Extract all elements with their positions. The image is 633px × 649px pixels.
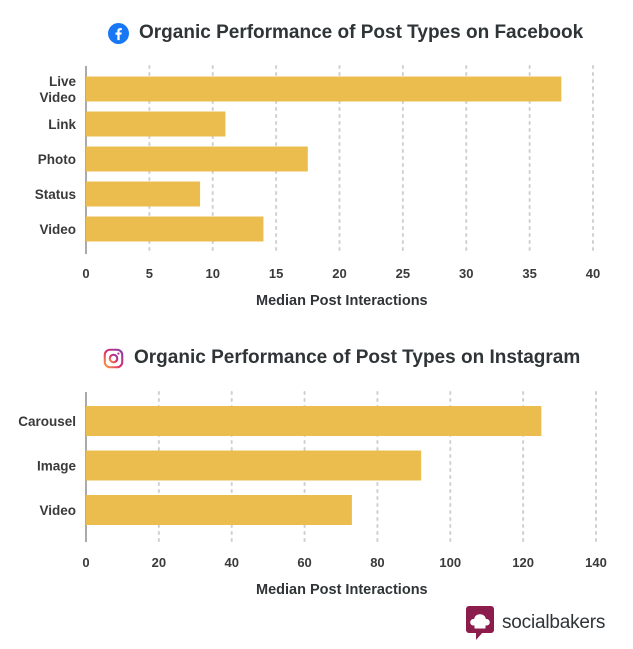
x-tick-label: 0	[82, 266, 89, 281]
x-tick-label: 10	[206, 266, 220, 281]
x-tick-label: 60	[297, 555, 311, 570]
x-tick-label: 100	[439, 555, 461, 570]
category-label: Carousel	[18, 414, 76, 429]
bar	[86, 181, 201, 207]
x-tick-label: 40	[586, 266, 600, 281]
instagram-chart: Organic Performance of Post Types on Ins…	[18, 347, 607, 598]
x-tick-label: 30	[459, 266, 473, 281]
instagram-icon	[103, 348, 124, 368]
chart-title: Organic Performance of Post Types on Fac…	[108, 22, 583, 44]
bar	[86, 111, 226, 137]
bar	[86, 146, 308, 172]
category-label: Status	[35, 187, 76, 202]
facebook-chart: Organic Performance of Post Types on Fac…	[0, 0, 633, 320]
x-axis-title: Median Post Interactions	[256, 293, 428, 309]
chart-title-text: Organic Performance of Post Types on Fac…	[139, 22, 584, 43]
brand-logo: socialbakers	[466, 606, 605, 640]
plot-area: Live Video Link Photo Status Video 0 5 10 15 20 25 3…	[35, 65, 600, 281]
x-axis-title: Median Post Interactions	[256, 582, 428, 598]
chart-title: Organic Performance of Post Types on Ins…	[103, 347, 580, 369]
bar	[86, 450, 422, 481]
x-tick-label: 20	[152, 555, 166, 570]
x-tick-label: 80	[370, 555, 384, 570]
x-tick-label: 35	[522, 266, 536, 281]
bar	[86, 216, 264, 242]
facebook-icon	[108, 22, 129, 44]
category-label: Video	[39, 222, 76, 237]
bar	[86, 495, 352, 525]
category-label: Video	[39, 503, 76, 518]
x-tick-label: 40	[224, 555, 238, 570]
category-label: Live Video	[39, 74, 76, 105]
x-tick-label: 20	[332, 266, 346, 281]
x-tick-label: 120	[512, 555, 534, 570]
chef-hat-icon	[466, 606, 494, 640]
x-tick-label: 25	[396, 266, 410, 281]
category-label: Link	[48, 117, 76, 132]
x-tick-label: 15	[269, 266, 283, 281]
chart-title-text: Organic Performance of Post Types on Ins…	[134, 347, 581, 368]
x-tick-label: 0	[82, 555, 89, 570]
plot-area: Carousel Image Video 0 20 40 60 80 100 120 140	[18, 391, 607, 570]
bar	[86, 406, 542, 436]
category-label: Image	[37, 459, 77, 474]
category-label: Photo	[38, 152, 76, 167]
x-tick-label: 140	[585, 555, 607, 570]
x-tick-label: 5	[146, 266, 153, 281]
brand-name: socialbakers	[502, 612, 606, 633]
bar	[86, 76, 562, 102]
